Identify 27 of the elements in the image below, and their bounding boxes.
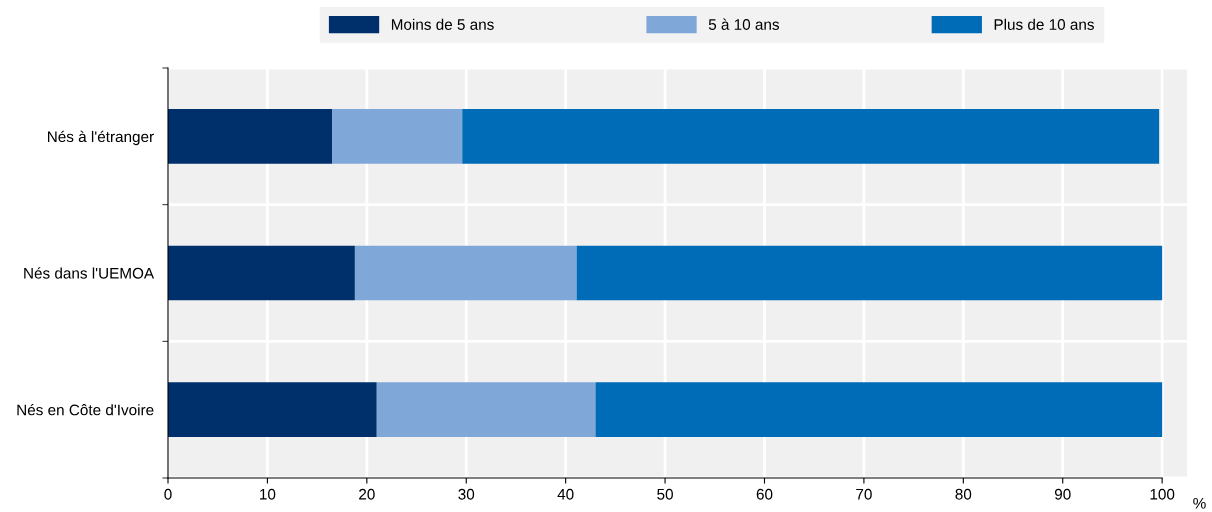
x-axis-title: % [1193,497,1206,509]
x-tick-label: 100 [1150,488,1175,500]
x-tick-label: 10 [260,488,276,500]
x-tick-label: 60 [756,488,773,500]
y-tick-label: Nés en Côte d'Ivoire [17,403,154,416]
bar [168,382,377,437]
bar [595,382,1163,437]
x-tick-label: 70 [856,488,872,500]
x-tick-label: 90 [1054,488,1071,500]
x-tick-label: 30 [458,488,475,500]
x-tick-label: 0 [164,488,172,500]
x-tick-label: 40 [557,488,574,500]
bar [168,109,333,164]
legend-label: 5 à 10 ans [708,18,779,30]
bar [576,245,1163,301]
bar [376,382,596,437]
legend-label: Plus de 10 ans [994,18,1094,30]
x-tick-label: 20 [359,488,375,500]
x-tick-label: 50 [657,488,673,500]
bar [168,245,355,301]
legend-label: Moins de 5 ans [391,18,494,30]
bar [332,109,463,164]
y-tick-label: Nés à l'étranger [48,130,154,146]
bar [462,109,1160,164]
bar [354,245,577,301]
y-tick-label: Nés dans l'UEMOA [24,267,155,279]
x-tick-label: 80 [955,488,972,500]
